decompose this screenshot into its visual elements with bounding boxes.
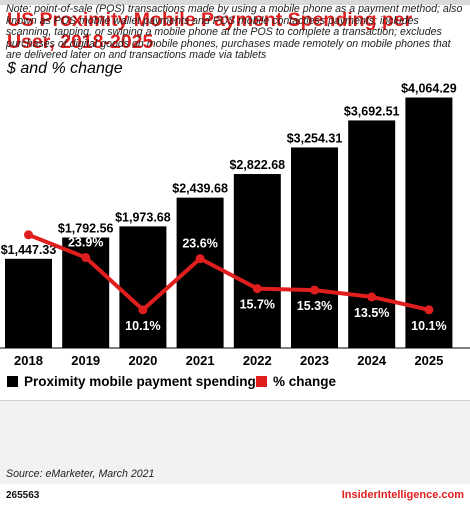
x-tick-label-2020: 2020	[128, 353, 157, 368]
x-tick-label-2018: 2018	[14, 353, 43, 368]
footer: 265563 InsiderIntelligence.com	[0, 487, 470, 505]
x-tick-label-2022: 2022	[243, 353, 272, 368]
bar-value-label-2022: $2,822.68	[229, 158, 285, 172]
bar-value-label-2019: $1,792.56	[58, 222, 114, 236]
bar-2024	[348, 120, 396, 348]
pct-change-point-2025	[424, 305, 434, 315]
pct-change-label-2023: 15.3%	[297, 299, 332, 313]
pct-change-point-2024	[367, 292, 377, 302]
bar-2018	[5, 258, 52, 348]
legend-label-spending: Proximity mobile payment spending	[24, 374, 256, 389]
pct-change-label-2021: 23.6%	[182, 237, 217, 251]
bar-value-label-2020: $1,973.68	[115, 210, 171, 224]
bar-value-label-2024: $3,692.51	[344, 104, 400, 118]
x-tick-label-2023: 2023	[300, 353, 329, 368]
chart-id: 265563	[6, 490, 40, 501]
chart-note: Note: point-of-sale (POS) transactions m…	[6, 3, 463, 62]
pct-change-line	[27, 232, 430, 312]
chart-source: Source: eMarketer, March 2021	[6, 468, 155, 480]
bar-value-label-2023: $3,254.31	[287, 131, 343, 145]
x-tick-label-2021: 2021	[186, 353, 215, 368]
pct-change-point-2021	[195, 254, 205, 264]
pct-change-point-2019	[81, 253, 91, 263]
pct-change-label-2019: 23.9%	[68, 236, 103, 250]
bar-value-label-2021: $2,439.68	[172, 182, 228, 196]
legend-swatch-change	[256, 376, 267, 387]
x-tick-label-2025: 2025	[414, 353, 443, 368]
pct-change-point-2022	[252, 284, 262, 294]
notes-panel	[0, 400, 470, 484]
legend-label-change: % change	[273, 374, 337, 389]
x-tick-label-2024: 2024	[357, 353, 387, 368]
brand-link[interactable]: InsiderIntelligence.com	[341, 489, 464, 501]
pct-change-label-2024: 13.5%	[354, 306, 389, 320]
top-rule	[0, 0, 470, 5]
pct-change-label-2018: 29.9%	[11, 213, 46, 227]
bar-2020	[119, 226, 167, 348]
legend-swatch-spending	[7, 376, 18, 387]
pct-change-point-2018	[24, 230, 33, 240]
pct-change-label-2025: 10.1%	[411, 319, 446, 333]
pct-change-point-2023	[310, 285, 319, 295]
pct-change-label-2020: 10.1%	[125, 319, 160, 333]
chart-title: US Proximity Mobile Payment Spending per…	[7, 9, 413, 53]
pct-change-label-2022: 15.7%	[240, 298, 275, 312]
bar-value-label-2018: $1,447.33	[1, 243, 57, 257]
bar-2022	[233, 174, 281, 348]
pct-change-point-2020	[138, 305, 148, 315]
bar-2023	[291, 147, 338, 348]
chart-subtitle: $ and % change	[7, 60, 123, 77]
bar-value-label-2025: $4,064.29	[401, 82, 457, 96]
x-tick-label-2019: 2019	[71, 353, 100, 368]
chart-plot: $1,447.33 2018 $1,792.56 2019 $1,973.68 2020 $…	[0, 82, 470, 368]
